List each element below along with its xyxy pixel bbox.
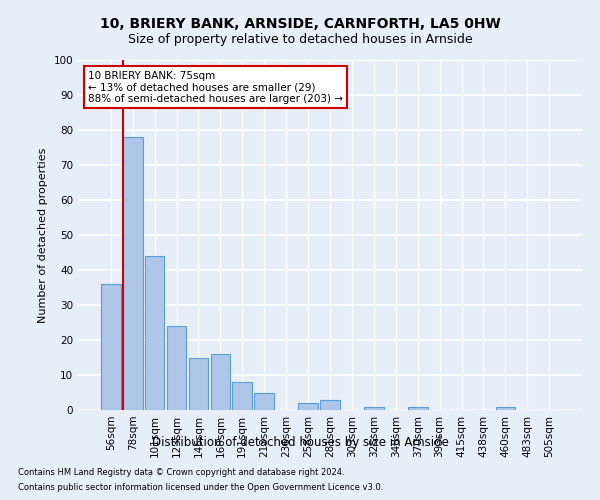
Bar (145, 256, 164, 410)
Bar (232, 382, 252, 410)
Bar (496, 406, 515, 410)
Bar (211, 354, 230, 410)
Text: Distribution of detached houses by size in Arnside: Distribution of detached houses by size … (152, 436, 448, 449)
Text: Contains public sector information licensed under the Open Government Licence v3: Contains public sector information licen… (18, 483, 383, 492)
Bar (101, 284, 121, 410)
Text: 10, BRIERY BANK, ARNSIDE, CARNFORTH, LA5 0HW: 10, BRIERY BANK, ARNSIDE, CARNFORTH, LA5… (100, 18, 500, 32)
Text: Size of property relative to detached houses in Arnside: Size of property relative to detached ho… (128, 32, 472, 46)
Bar (123, 137, 143, 410)
Bar (167, 326, 187, 410)
Bar (364, 406, 384, 410)
Bar (320, 400, 340, 410)
Y-axis label: Number of detached properties: Number of detached properties (38, 148, 48, 322)
Bar (298, 403, 318, 410)
Bar (408, 406, 428, 410)
Bar (188, 358, 208, 410)
Text: 10 BRIERY BANK: 75sqm
← 13% of detached houses are smaller (29)
88% of semi-deta: 10 BRIERY BANK: 75sqm ← 13% of detached … (88, 70, 343, 104)
Bar (254, 392, 274, 410)
Text: Contains HM Land Registry data © Crown copyright and database right 2024.: Contains HM Land Registry data © Crown c… (18, 468, 344, 477)
